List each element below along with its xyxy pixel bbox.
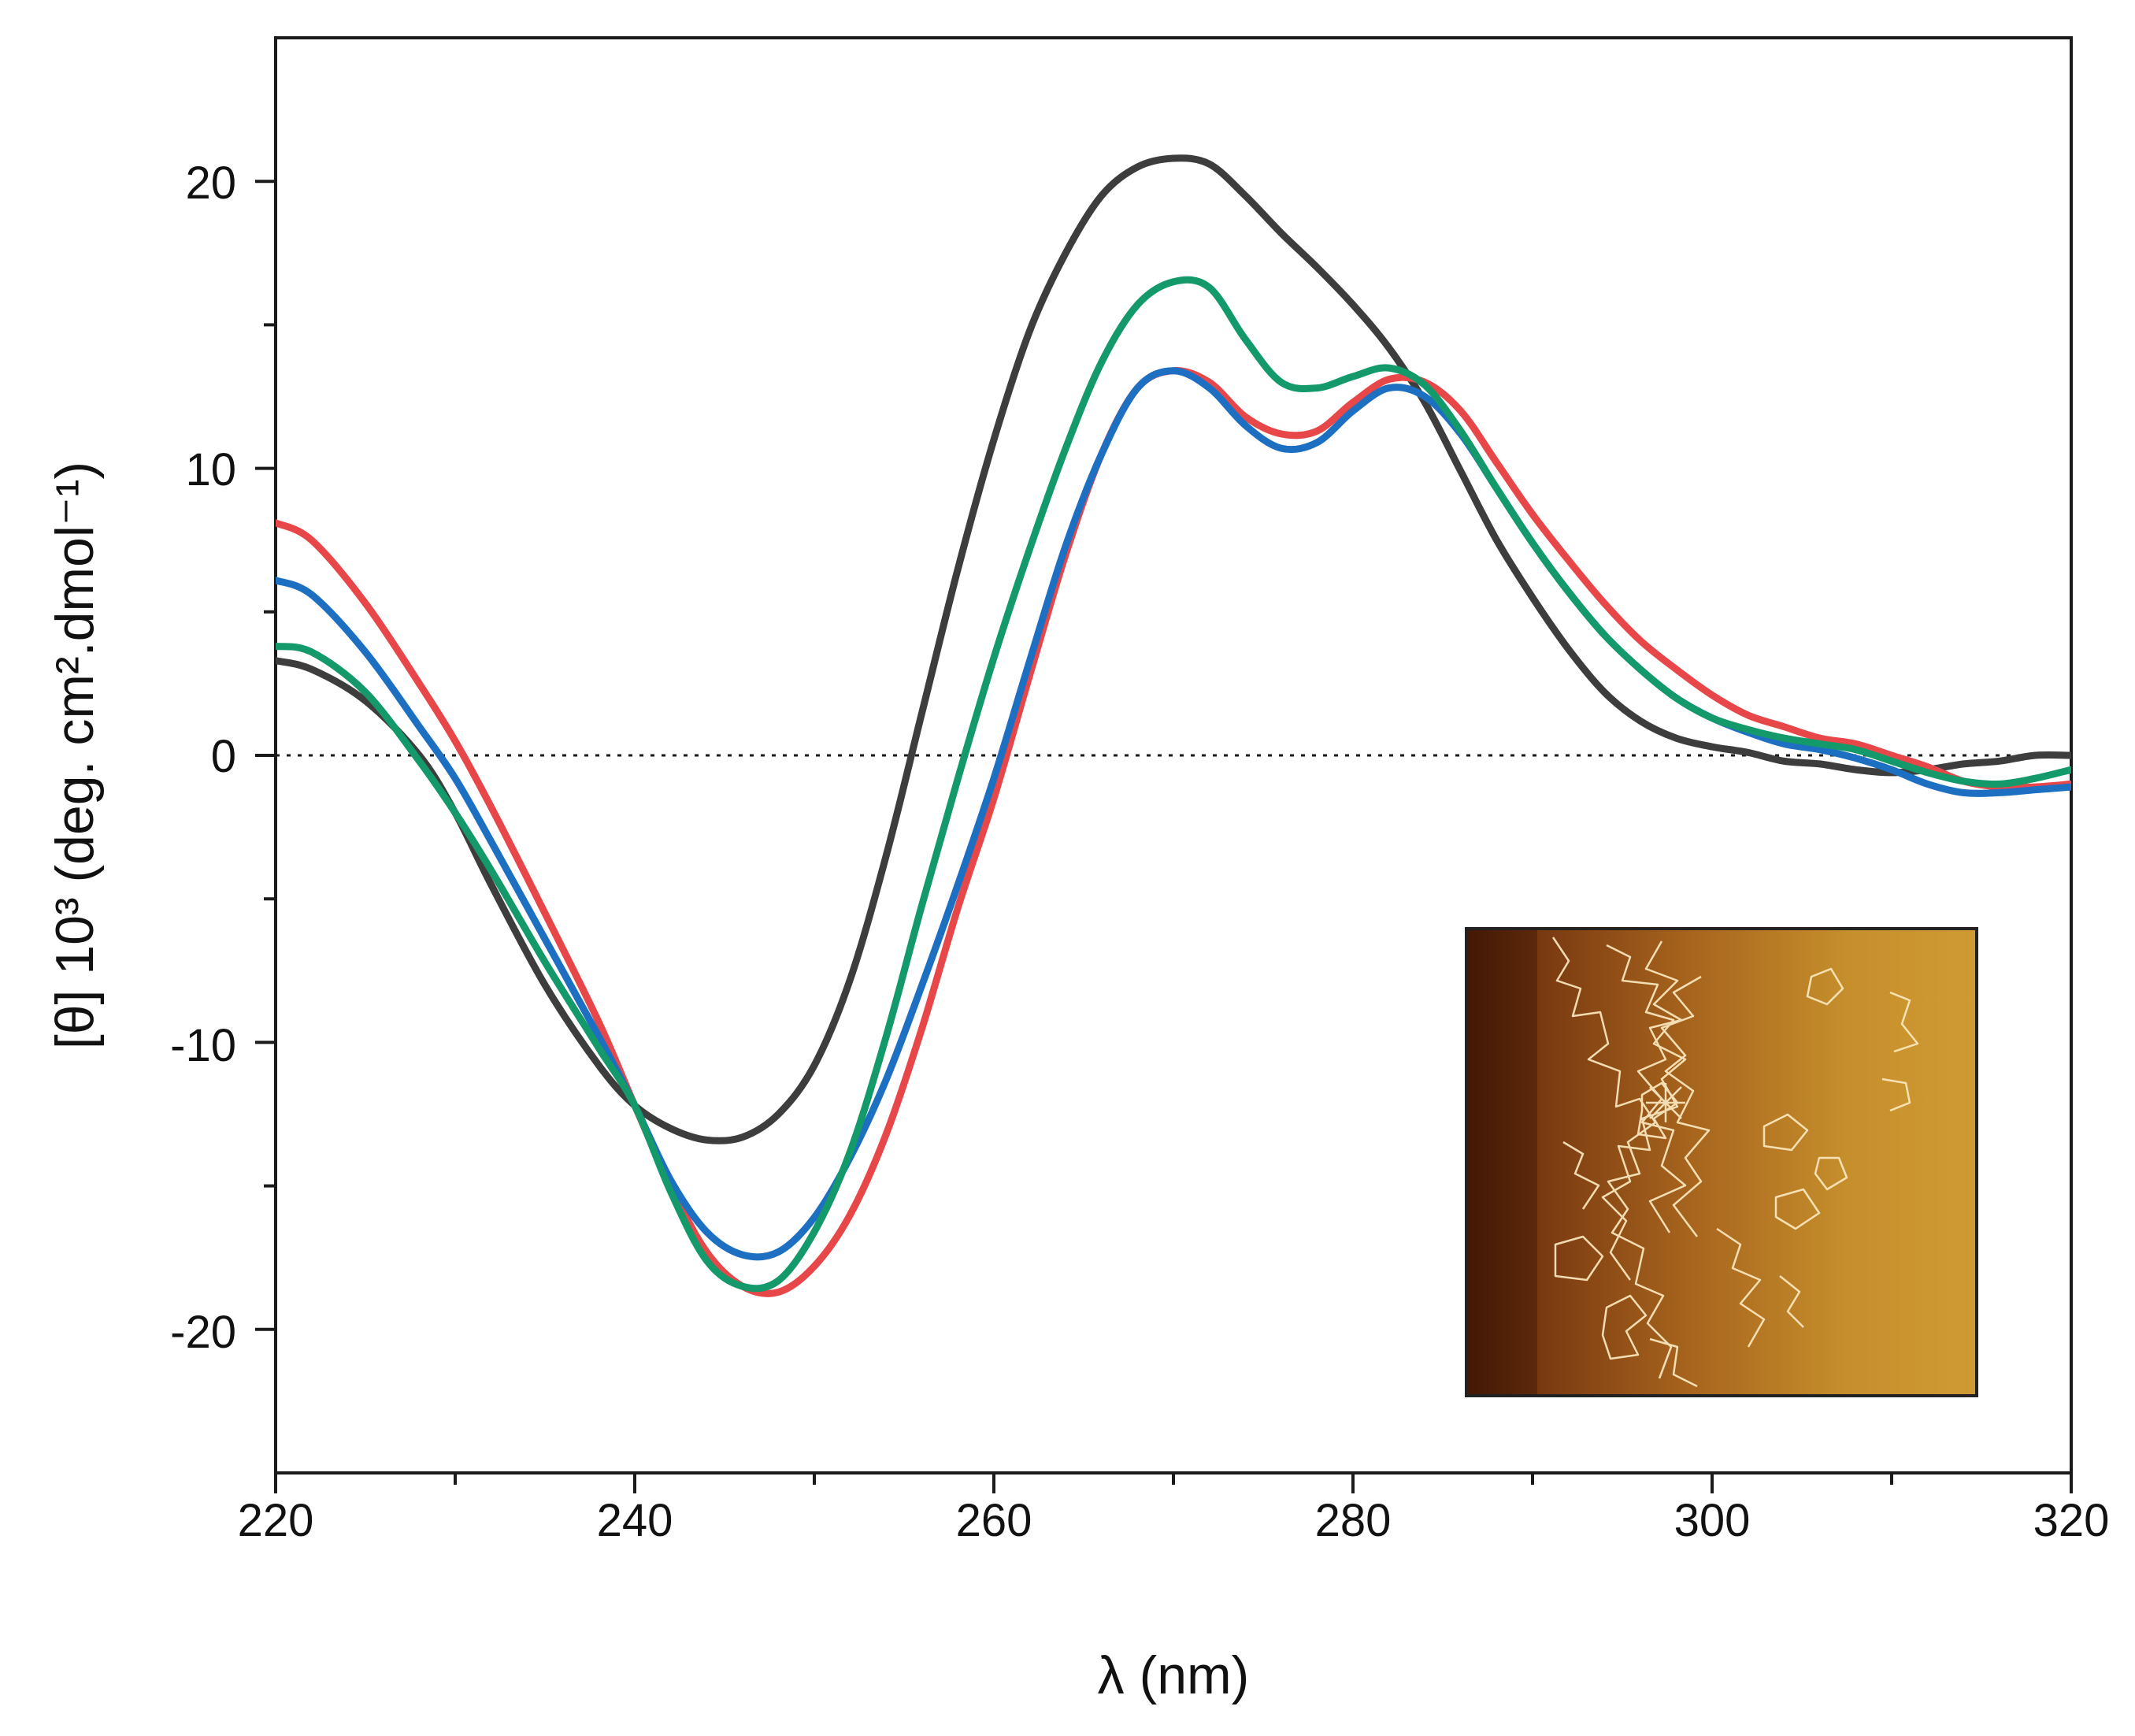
x-tick-label: 240 [597,1495,673,1546]
y-axis-tick-labels: -20 -10 0 10 20 [170,158,236,1358]
x-tick-label: 260 [956,1495,1032,1546]
afm-inset-image [1465,927,1978,1397]
y-tick-label: 20 [185,158,236,209]
x-tick-label: 220 [238,1495,314,1546]
x-axis-tick-labels: 220 240 260 280 300 320 [238,1495,2110,1546]
y-tick-label: 10 [185,444,236,495]
y-tick-label: 0 [211,731,236,782]
y-tick-label: -10 [170,1020,236,1071]
x-tick-label: 320 [2033,1495,2110,1546]
x-axis-ticks [274,1473,2073,1493]
series-gray-line [276,154,2071,1144]
x-tick-label: 280 [1315,1495,1392,1546]
x-axis-title: λ (nm) [1098,1645,1250,1705]
y-axis-title: [θ] 10³ (deg. cm².dmol⁻¹) [45,462,105,1049]
y-axis-ticks [255,180,276,1331]
x-tick-label: 300 [1674,1495,1751,1546]
y-tick-label: -20 [170,1307,236,1358]
series-green-line [276,276,2071,1293]
